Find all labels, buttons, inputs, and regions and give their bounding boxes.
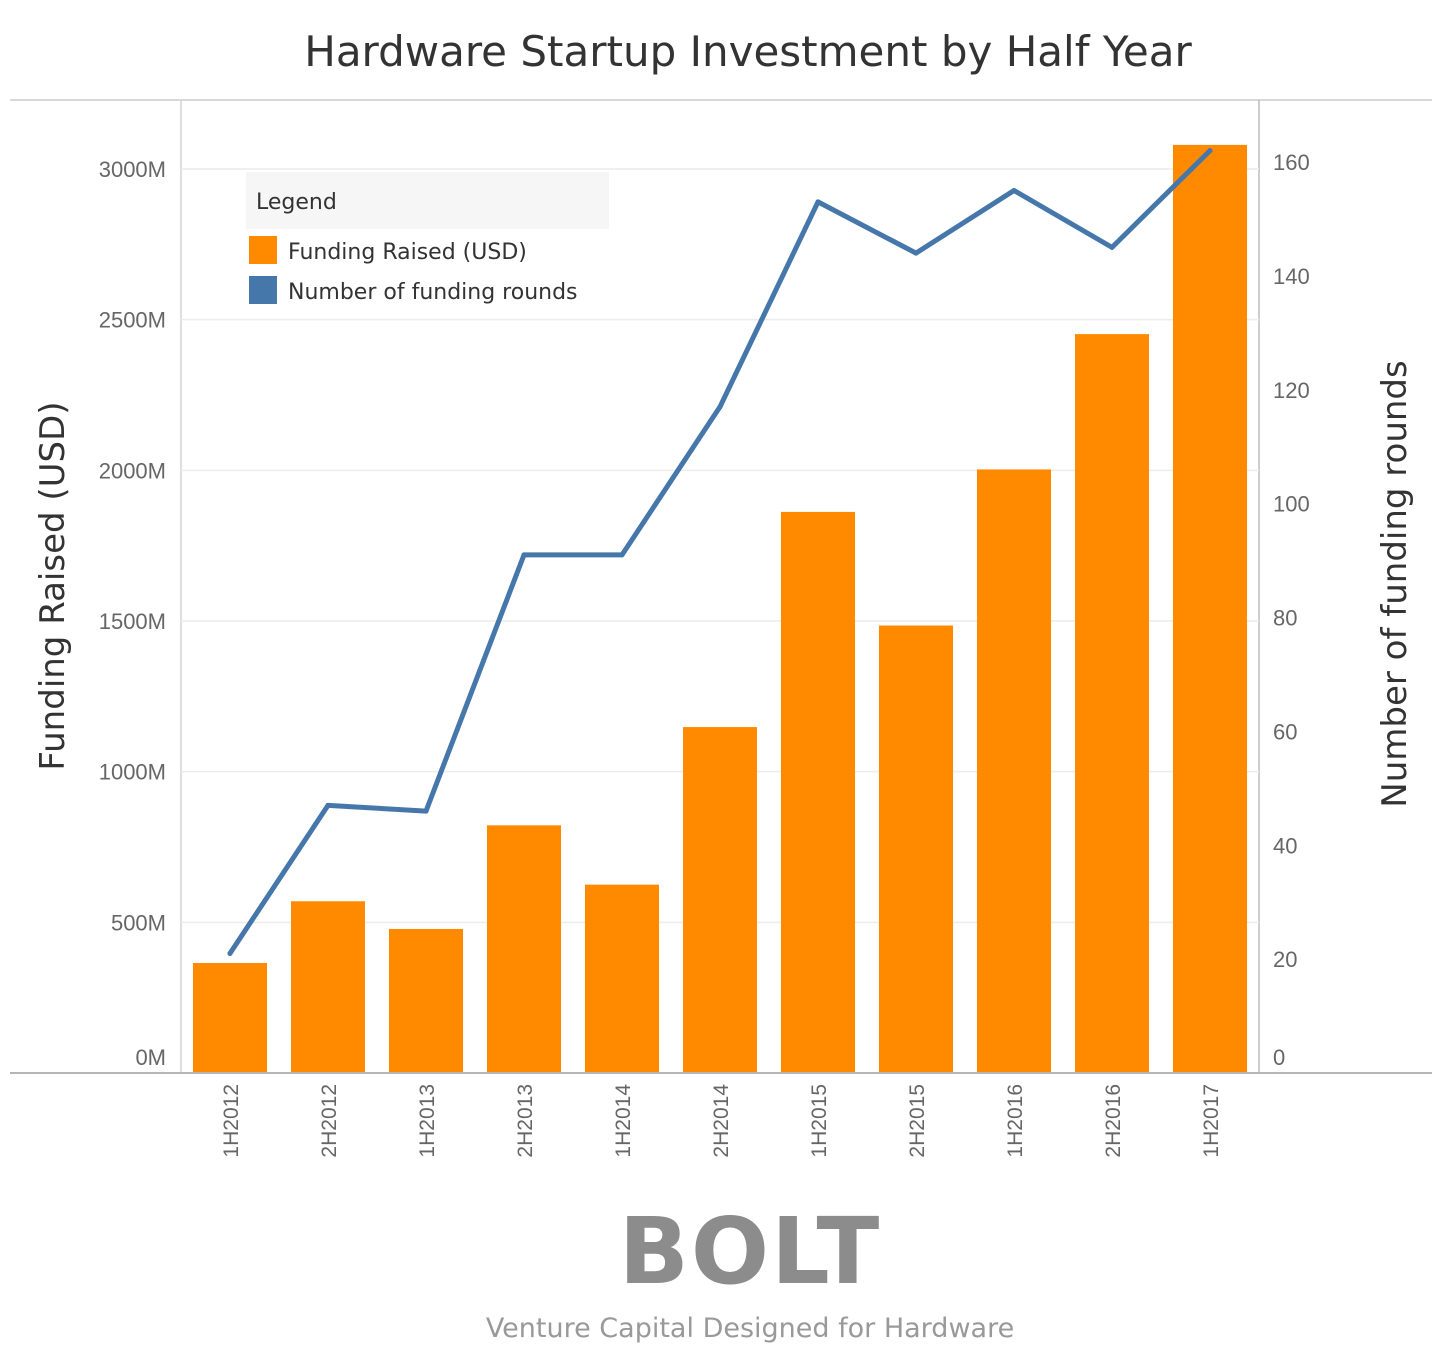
bar-series xyxy=(193,144,1247,1074)
x-tick-label: 1H2013 xyxy=(416,1084,439,1158)
right-tick-label: 140 xyxy=(1273,264,1310,289)
line-point xyxy=(815,199,821,205)
line-point xyxy=(521,552,527,558)
x-tick-label: 1H2016 xyxy=(1004,1084,1027,1158)
legend: Legend Funding Raised (USD) Number of fu… xyxy=(246,172,609,305)
line-point xyxy=(619,552,625,558)
x-tick-label: 2H2013 xyxy=(514,1084,537,1158)
line-point xyxy=(423,808,429,814)
left-tick-label: 2000M xyxy=(99,458,166,483)
line-point xyxy=(1109,244,1115,250)
line-point xyxy=(1011,187,1017,193)
legend-label-rounds: Number of funding rounds xyxy=(288,280,578,305)
x-tick-label: 2H2012 xyxy=(318,1084,341,1158)
right-tick-label: 20 xyxy=(1273,947,1297,972)
bar xyxy=(585,884,659,1073)
right-axis-title: Number of funding rounds xyxy=(1375,360,1415,807)
bar xyxy=(781,511,855,1073)
x-tick-label: 1H2017 xyxy=(1200,1084,1223,1158)
right-tick-label: 60 xyxy=(1273,719,1297,744)
x-tick-label: 1H2012 xyxy=(220,1084,243,1158)
legend-swatch-rounds xyxy=(249,276,277,304)
line-point xyxy=(913,250,919,256)
bar xyxy=(487,825,561,1073)
bar xyxy=(291,901,365,1073)
x-tick-label: 2H2016 xyxy=(1102,1084,1125,1158)
x-axis-ticks: 1H2012 2H2012 1H2013 2H2013 1H2014 2H2014 1H20… xyxy=(220,1084,1223,1158)
bar xyxy=(1075,334,1149,1073)
line-series xyxy=(227,148,1213,956)
line-point xyxy=(1207,148,1213,154)
right-axis-ticks: 0 20 40 60 80 100 120 140 160 xyxy=(1273,150,1310,1070)
right-tick-label: 100 xyxy=(1273,492,1310,517)
left-axis-ticks: 0M 500M 1000M 1500M 2000M 2500M 3000M xyxy=(99,157,166,1070)
line-point xyxy=(325,802,331,808)
right-tick-label: 0 xyxy=(1273,1045,1285,1070)
left-tick-label: 500M xyxy=(111,910,166,935)
x-tick-label: 2H2015 xyxy=(906,1084,929,1158)
right-tick-label: 40 xyxy=(1273,833,1297,858)
legend-title: Legend xyxy=(256,190,337,215)
left-axis-title: Funding Raised (USD) xyxy=(33,401,73,770)
bar xyxy=(1173,144,1247,1074)
left-tick-label: 0M xyxy=(135,1045,166,1070)
legend-swatch-funding xyxy=(249,236,277,264)
right-tick-label: 80 xyxy=(1273,606,1297,631)
bar xyxy=(977,469,1051,1073)
tagline: Venture Capital Designed for Hardware xyxy=(486,1313,1014,1344)
x-tick-label: 1H2015 xyxy=(808,1084,831,1158)
legend-label-funding: Funding Raised (USD) xyxy=(288,240,527,265)
logo-wordmark: BOLT xyxy=(619,1198,881,1305)
bar xyxy=(193,963,267,1073)
line-point xyxy=(717,404,723,410)
x-tick-label: 1H2014 xyxy=(612,1084,635,1158)
line-point xyxy=(227,950,233,956)
right-tick-label: 160 xyxy=(1273,150,1310,175)
bar xyxy=(389,928,463,1073)
x-tick-label: 2H2014 xyxy=(710,1084,733,1158)
bolt-logo: BOLT xyxy=(619,1198,881,1305)
left-tick-label: 2500M xyxy=(99,308,166,333)
bar xyxy=(683,727,757,1073)
left-tick-label: 1500M xyxy=(99,609,166,634)
legend-header-bg xyxy=(246,172,609,229)
left-tick-label: 1000M xyxy=(99,760,166,785)
right-tick-label: 120 xyxy=(1273,378,1310,403)
chart-title: Hardware Startup Investment by Half Year xyxy=(304,27,1192,76)
bar xyxy=(879,625,953,1073)
left-tick-label: 3000M xyxy=(99,157,166,182)
